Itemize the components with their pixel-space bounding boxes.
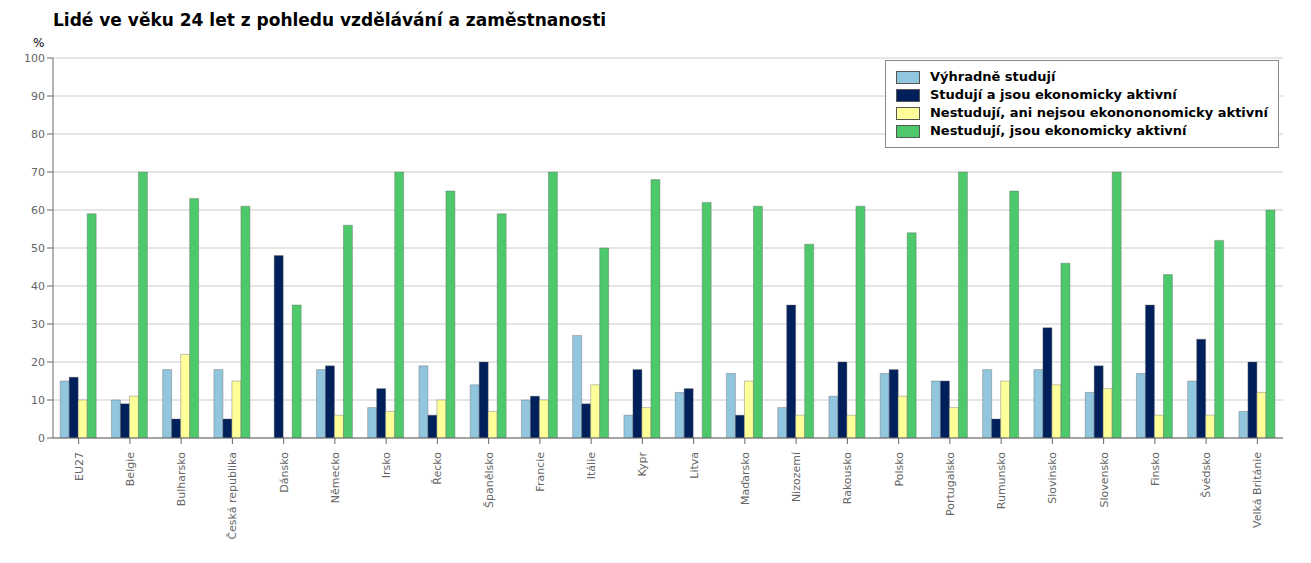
svg-text:Francie: Francie bbox=[534, 452, 547, 492]
svg-text:Španělsko: Španělsko bbox=[483, 452, 496, 508]
svg-text:20: 20 bbox=[31, 356, 45, 369]
html-text:Nestudují, jsou ekonomicky akt: Nestudují, jsou ekonomicky aktivní bbox=[929, 123, 1187, 138]
svg-text:Irsko: Irsko bbox=[380, 452, 393, 478]
svg-text:Česká republika: Česká republika bbox=[226, 452, 239, 540]
svg-text:Řecko: Řecko bbox=[431, 452, 444, 485]
svg-text:Švédsko: Švédsko bbox=[1200, 452, 1213, 498]
svg-text:Rakousko: Rakousko bbox=[841, 452, 854, 505]
svg-text:Belgie: Belgie bbox=[124, 452, 137, 486]
svg-text:80: 80 bbox=[31, 128, 45, 141]
svg-text:Itálie: Itálie bbox=[585, 452, 598, 479]
svg-text:Německo: Německo bbox=[329, 452, 342, 504]
svg-text:100: 100 bbox=[24, 52, 45, 65]
svg-text:Nizozemí: Nizozemí bbox=[790, 451, 803, 502]
svg-text:EU27: EU27 bbox=[73, 452, 86, 481]
svg-text:40: 40 bbox=[31, 280, 45, 293]
svg-text:10: 10 bbox=[31, 394, 45, 407]
svg-text:Velká Británie: Velká Británie bbox=[1251, 452, 1264, 528]
html-text:Lidé ve věku 24 let z pohledu: Lidé ve věku 24 let z pohledu vzdělávání… bbox=[53, 10, 607, 30]
svg-text:Slovinsko: Slovinsko bbox=[1046, 452, 1059, 504]
svg-text:90: 90 bbox=[31, 90, 45, 103]
html-text:Studují a jsou ekonomicky akti: Studují a jsou ekonomicky aktivní bbox=[929, 87, 1177, 102]
svg-text:Rumunsko: Rumunsko bbox=[995, 452, 1008, 509]
svg-text:Maďarsko: Maďarsko bbox=[739, 452, 752, 505]
svg-text:Litva: Litva bbox=[688, 452, 701, 479]
html-text:Nestudují, ani nejsou ekononon: Nestudují, ani nejsou ekonononomicky akt… bbox=[929, 105, 1268, 120]
svg-text:Finsko: Finsko bbox=[1149, 452, 1162, 486]
svg-text:Portugalsko: Portugalsko bbox=[944, 452, 957, 516]
svg-text:Bulharsko: Bulharsko bbox=[175, 452, 188, 507]
svg-text:30: 30 bbox=[31, 318, 45, 331]
svg-text:60: 60 bbox=[31, 204, 45, 217]
svg-text:Polsko: Polsko bbox=[893, 452, 906, 487]
html-text:Výhradně studují: Výhradně studují bbox=[929, 69, 1056, 84]
svg-text:50: 50 bbox=[31, 242, 45, 255]
svg-text:0: 0 bbox=[38, 432, 45, 445]
svg-text:Kypr: Kypr bbox=[636, 452, 649, 477]
svg-text:Dánsko: Dánsko bbox=[278, 452, 291, 493]
svg-text:70: 70 bbox=[31, 166, 45, 179]
svg-text:Slovensko: Slovensko bbox=[1098, 452, 1111, 508]
